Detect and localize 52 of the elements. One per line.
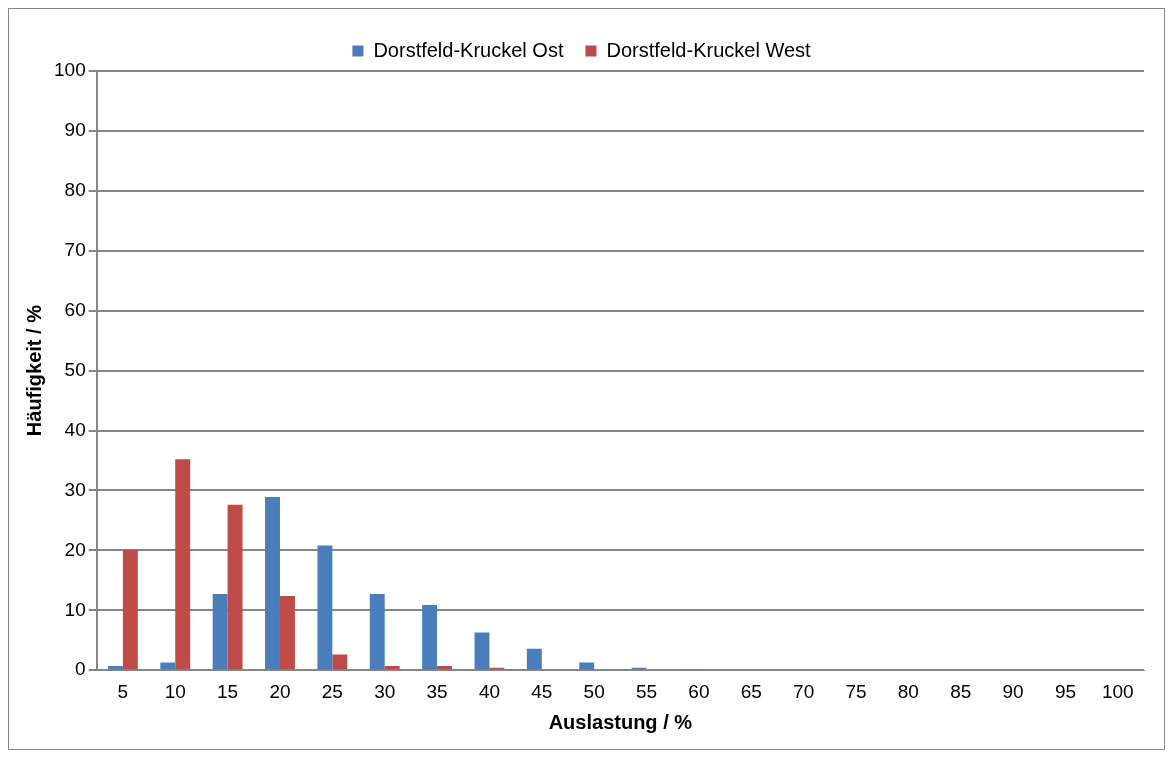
bar — [317, 545, 333, 670]
y-tick-label: 60 — [64, 298, 86, 320]
y-tick-label: 90 — [64, 119, 86, 141]
legend-label: Dorstfeld-Kruckel West — [606, 38, 812, 61]
y-axis-title: Häufigkeit / % — [22, 304, 45, 437]
x-tick-label: 30 — [374, 680, 396, 702]
x-tick-label: 95 — [1054, 680, 1077, 702]
bar — [332, 654, 348, 670]
bar — [107, 666, 123, 670]
x-tick-label: 60 — [688, 680, 710, 702]
bar — [175, 459, 191, 670]
bar — [437, 666, 452, 670]
x-tick-label: 80 — [897, 680, 919, 702]
x-tick-label: 20 — [269, 680, 291, 702]
x-tick-label: 5 — [117, 680, 129, 702]
y-tick-label: 50 — [64, 358, 86, 380]
bar — [579, 662, 595, 670]
x-tick-label: 85 — [950, 680, 972, 702]
x-tick-label: 15 — [217, 680, 239, 702]
x-tick-label: 45 — [531, 680, 553, 702]
x-tick-label: 65 — [740, 680, 762, 702]
x-tick-label: 35 — [426, 680, 448, 702]
legend-label: Dorstfeld-Kruckel Ost — [373, 38, 564, 61]
bar — [474, 632, 490, 670]
x-tick-label: 100 — [1101, 680, 1134, 702]
bar — [369, 594, 385, 670]
x-tick-label: 50 — [583, 680, 605, 702]
bar — [422, 604, 438, 670]
x-axis-title: Auslastung / % — [548, 710, 693, 733]
x-tick-label: 75 — [845, 680, 867, 702]
x-tick-label: 70 — [793, 680, 815, 702]
bar — [279, 595, 295, 670]
x-tick-label: 55 — [635, 680, 658, 702]
y-tick-label: 80 — [64, 179, 86, 201]
x-tick-label: 25 — [321, 680, 343, 702]
bar — [122, 549, 138, 670]
x-tick-label: 90 — [1002, 680, 1024, 702]
bar — [160, 662, 176, 670]
y-tick-label: 30 — [64, 478, 86, 500]
y-tick-label: 100 — [54, 59, 86, 81]
bar — [227, 504, 243, 670]
bar — [384, 666, 400, 670]
y-tick-label: 20 — [64, 538, 86, 560]
x-tick-label: 10 — [164, 680, 186, 702]
bar — [212, 594, 228, 670]
x-tick-label: 40 — [478, 680, 501, 702]
bar — [265, 497, 280, 670]
bar — [526, 648, 542, 670]
y-tick-label: 40 — [64, 418, 86, 440]
y-tick-label: 70 — [64, 238, 86, 260]
y-tick-label: 10 — [64, 598, 86, 620]
y-tick-label: 0 — [75, 658, 86, 680]
